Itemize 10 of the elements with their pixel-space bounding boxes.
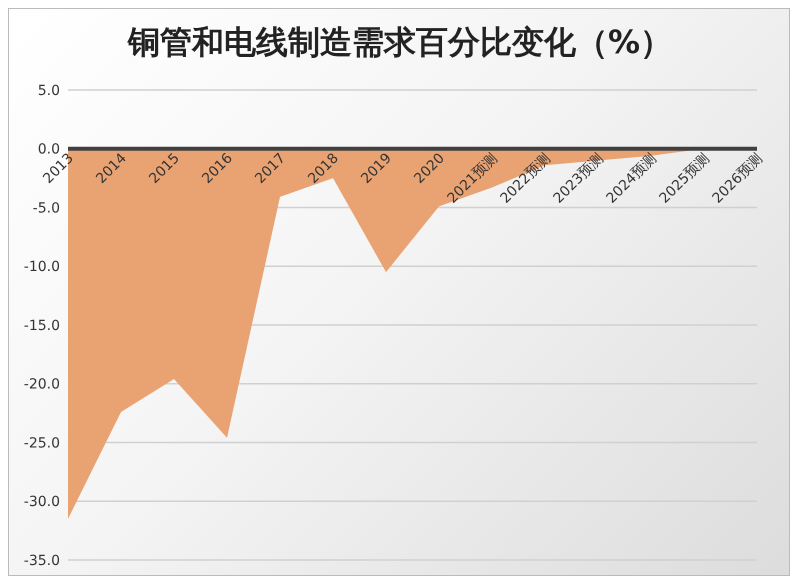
- y-tick-label: -5.0: [32, 200, 60, 216]
- y-tick-label: -30.0: [24, 494, 60, 510]
- y-tick-label: 0.0: [38, 142, 60, 158]
- chart-title: 铜管和电线制造需求百分比变化（%）: [126, 22, 674, 63]
- y-tick-label: -15.0: [24, 318, 60, 334]
- y-tick-label: -25.0: [24, 435, 60, 452]
- y-tick-label: -20.0: [24, 376, 60, 393]
- y-tick-label: 5.0: [38, 82, 60, 99]
- y-tick-label: -35.0: [24, 552, 60, 569]
- y-tick-label: -10.0: [24, 259, 60, 276]
